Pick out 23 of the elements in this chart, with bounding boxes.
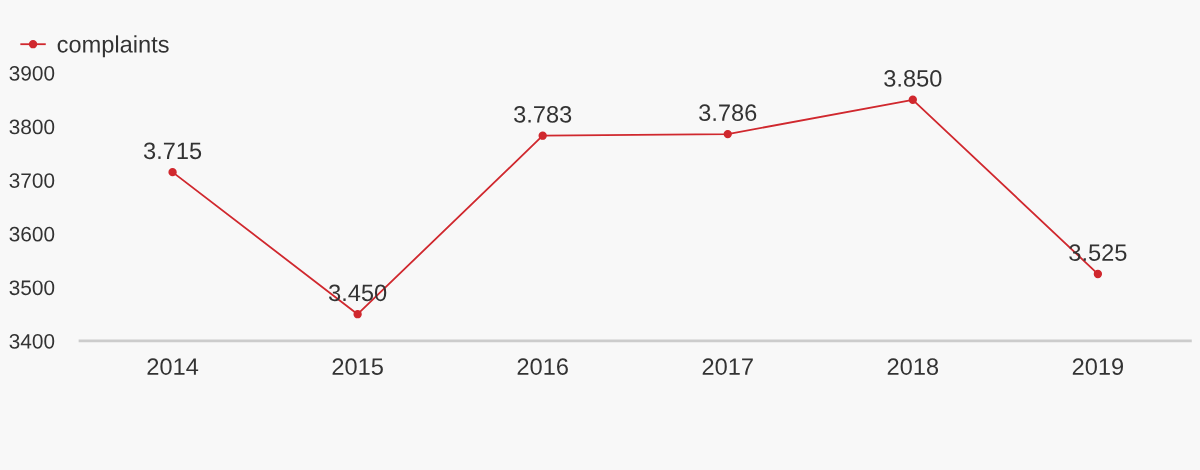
x-tick-label: 2015 [332, 358, 383, 375]
data-label: 3.850 [884, 70, 942, 87]
y-tick-label: 3500 [9, 280, 55, 296]
y-tick-label: 3700 [9, 173, 55, 188]
data-label: 3.786 [699, 104, 757, 122]
point [908, 95, 917, 104]
x-tick-label: 2019 [1072, 358, 1124, 375]
point [1093, 269, 1103, 279]
x-tick-label: 2016 [517, 358, 568, 375]
point [723, 129, 732, 139]
x-tick-label: 2014 [147, 358, 199, 375]
point [353, 310, 362, 319]
data-label: 3.715 [143, 142, 202, 160]
point [168, 167, 177, 177]
point [538, 131, 547, 140]
y-tick-label: 3400 [9, 333, 55, 349]
y-tick-label: 3800 [9, 119, 55, 135]
y-tick-label: 3600 [9, 226, 55, 242]
data-label: 3.783 [514, 105, 572, 123]
y-tick-label: 3900 [9, 65, 55, 81]
legend-label: complaints [57, 35, 169, 58]
x-tick-label: 2017 [702, 358, 753, 375]
x-tick-label: 2018 [887, 358, 939, 375]
